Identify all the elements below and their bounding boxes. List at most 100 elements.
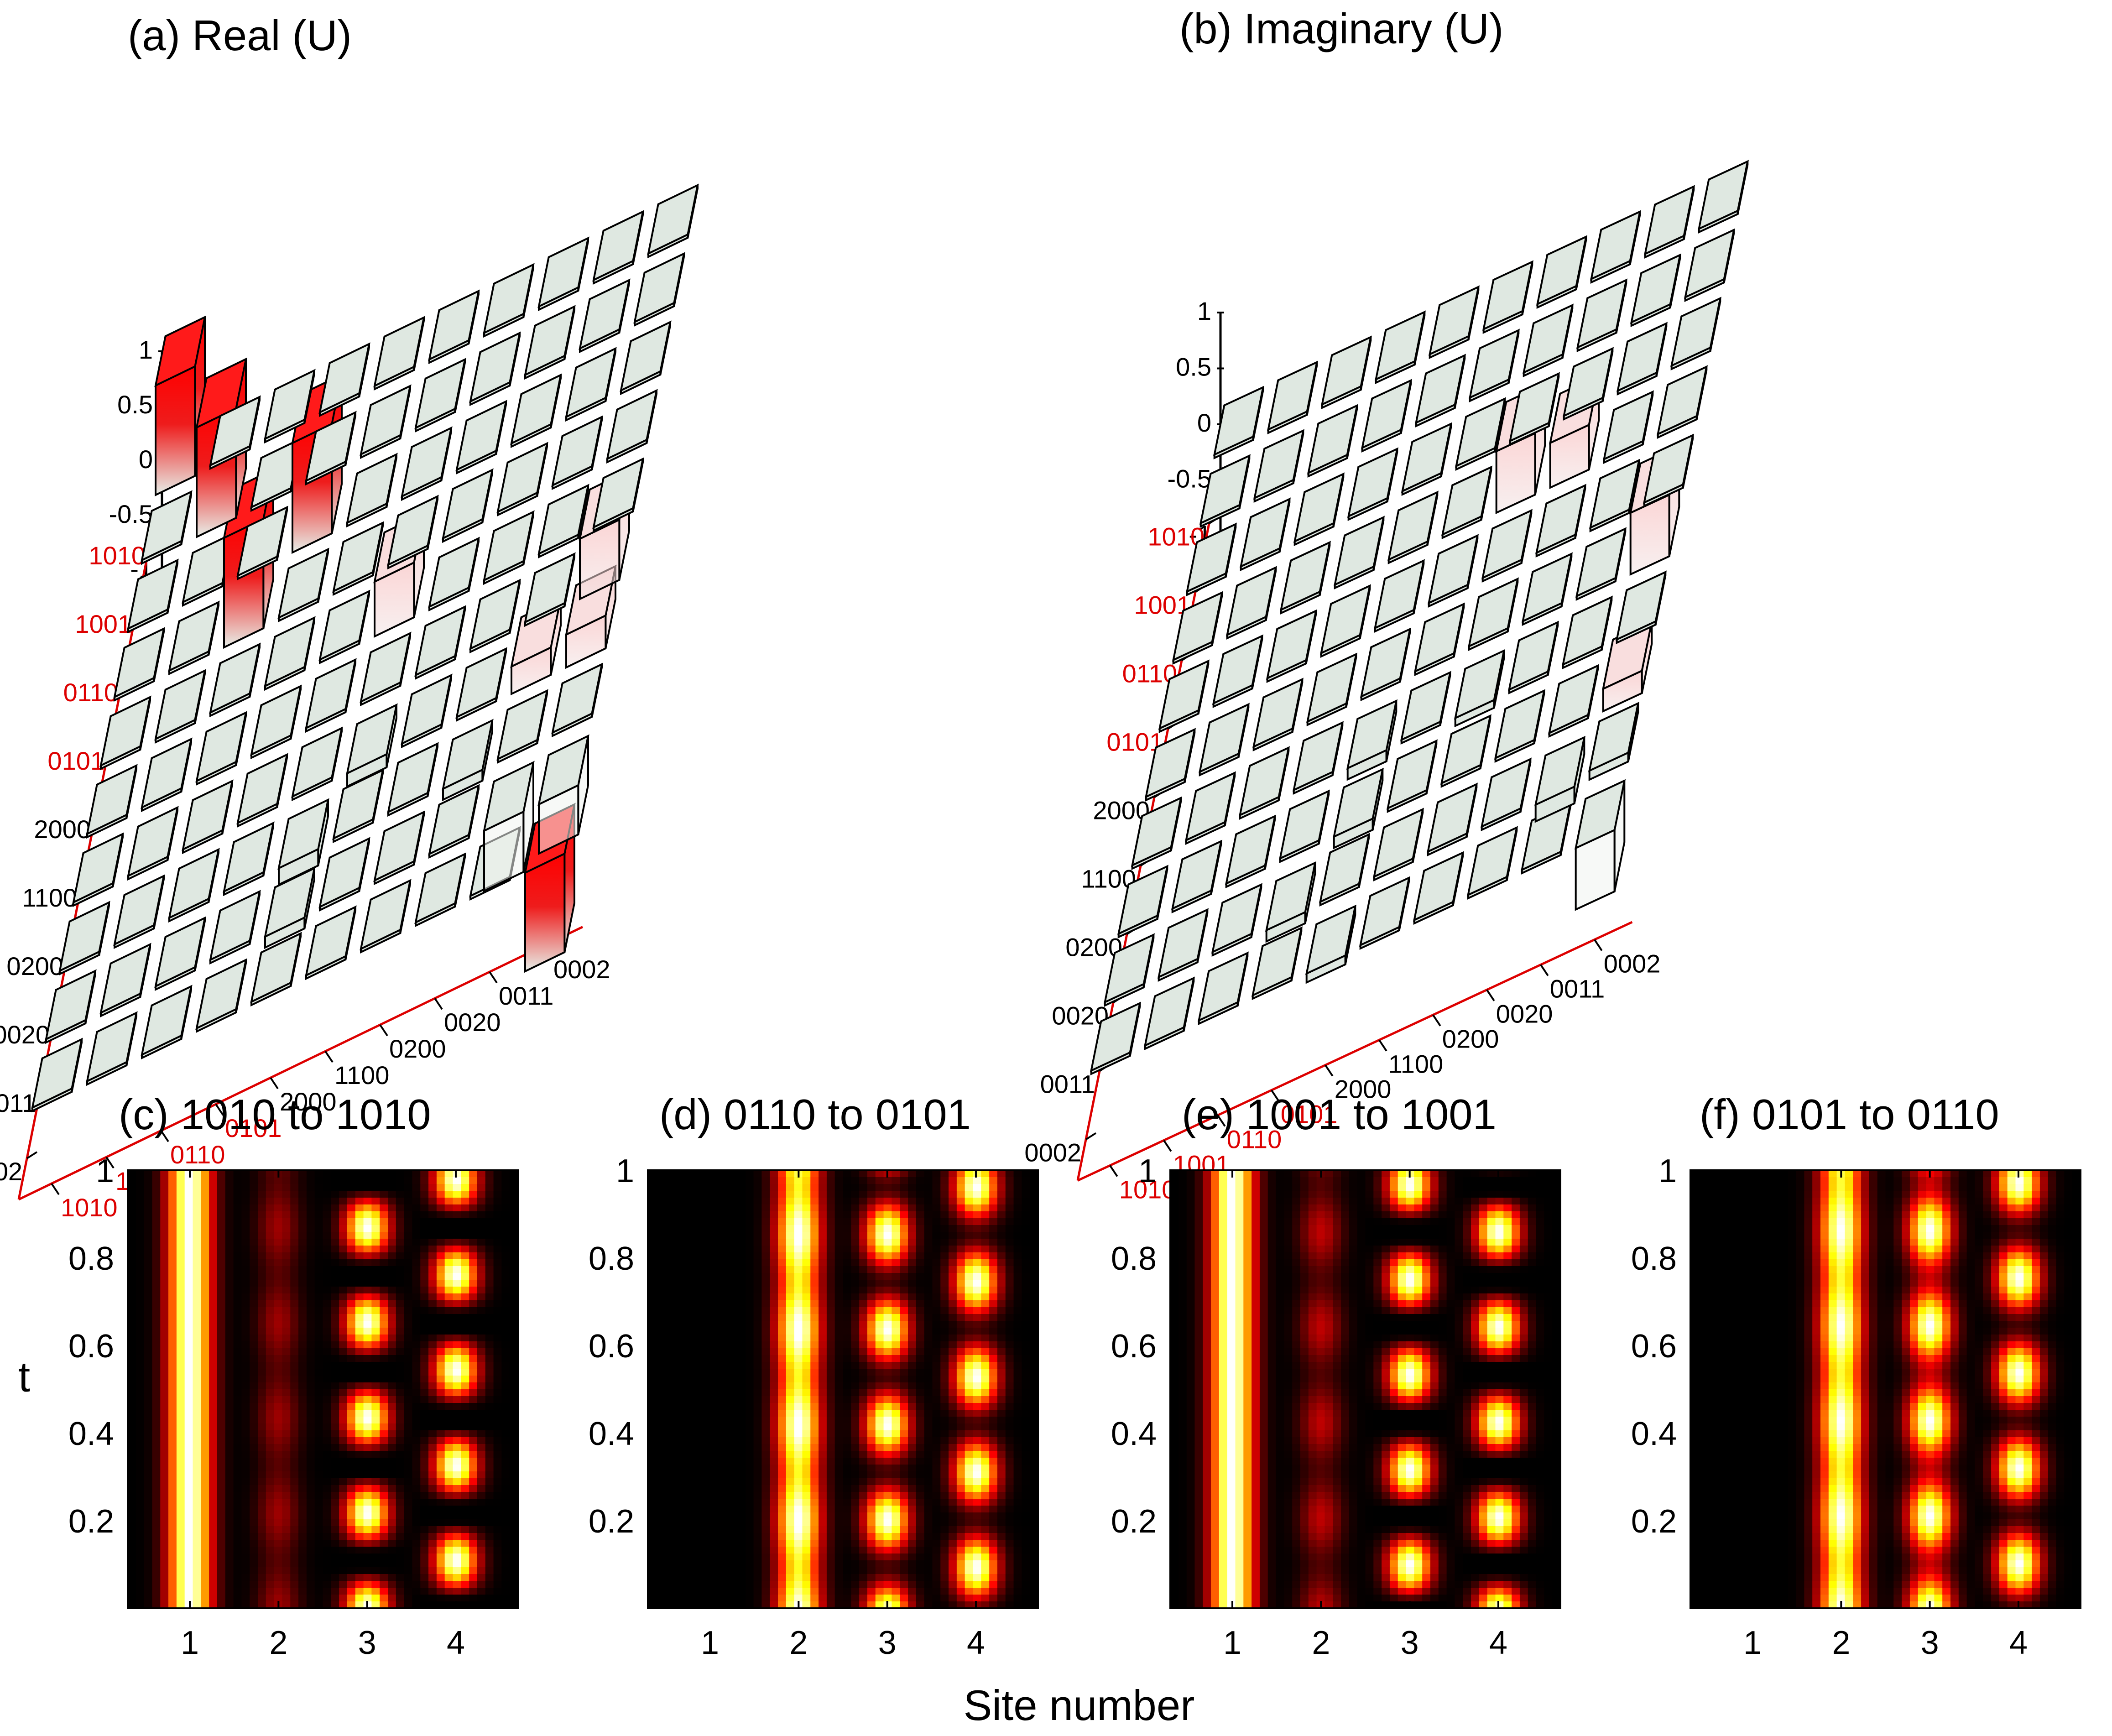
- bar-top: [1225, 814, 1277, 885]
- heatmap-cell: [314, 1588, 323, 1595]
- heatmap-cell: [217, 1280, 226, 1287]
- heatmap-cell: [144, 1540, 153, 1547]
- heatmap-cell: [867, 1198, 876, 1205]
- heatmap-cell: [664, 1246, 673, 1253]
- heatmap-cell: [388, 1478, 396, 1486]
- heatmap-cell: [250, 1423, 258, 1431]
- heatmap-cell: [282, 1519, 291, 1527]
- heatmap-cell: [306, 1335, 315, 1342]
- heatmap-cell: [965, 1211, 974, 1219]
- heatmap-cell: [274, 1492, 283, 1499]
- heatmap-cell: [412, 1170, 421, 1178]
- heatmap-cell: [477, 1314, 486, 1321]
- heatmap-cell: [501, 1328, 510, 1335]
- heatmap-cell: [355, 1458, 364, 1465]
- heatmap-cell: [152, 1465, 161, 1472]
- heatmap-cell: [290, 1389, 299, 1397]
- heatmap-cell: [648, 1232, 657, 1239]
- heatmap-cell: [819, 1239, 827, 1246]
- heatmap-cell: [380, 1177, 388, 1184]
- heatmap-cell: [396, 1444, 405, 1451]
- heatmap-cell: [176, 1458, 185, 1465]
- heatmap-cell: [290, 1547, 299, 1554]
- heatmap-cell: [380, 1314, 388, 1321]
- heatmap-cell: [144, 1177, 153, 1184]
- heatmap-cell: [128, 1225, 136, 1232]
- heatmap-cell: [851, 1170, 860, 1178]
- heatmap-cell: [453, 1335, 462, 1342]
- heatmap-cell: [168, 1328, 177, 1335]
- heatmap-cell: [250, 1533, 258, 1540]
- bar-top: [1144, 728, 1196, 798]
- bar3d: [1131, 796, 1183, 870]
- heatmap-cell: [843, 1266, 852, 1273]
- heatmap-cell: [209, 1574, 218, 1581]
- heatmap-cell: [810, 1266, 819, 1273]
- heatmap-cell: [128, 1328, 136, 1335]
- heatmap-cell: [128, 1239, 136, 1246]
- heatmap-cell: [371, 1465, 380, 1472]
- heatmap-cell: [436, 1533, 445, 1540]
- heatmap-cell: [371, 1328, 380, 1335]
- heatmap-cell: [168, 1266, 177, 1273]
- heatmap-cell: [209, 1376, 218, 1383]
- heatmap-cell: [819, 1198, 827, 1205]
- heatmap-cell: [989, 1273, 998, 1280]
- heatmap-cell: [347, 1259, 356, 1267]
- heatmap-cell: [664, 1293, 673, 1301]
- heatmap-cell: [282, 1232, 291, 1239]
- heatmap-cell: [339, 1246, 348, 1253]
- heatmap-cell: [428, 1335, 437, 1342]
- bar-top: [360, 631, 412, 704]
- heatmap-cell: [404, 1211, 413, 1219]
- heatmap-cell: [696, 1204, 705, 1212]
- heatmap-cell: [412, 1595, 421, 1602]
- heatmap-cell: [469, 1266, 478, 1273]
- heatmap-cell: [428, 1410, 437, 1417]
- heatmap-cell: [989, 1211, 998, 1219]
- heatmap-cell: [306, 1287, 315, 1294]
- heatmap-cell: [956, 1170, 965, 1178]
- heatmap-cell: [404, 1225, 413, 1232]
- heatmap-cell: [331, 1574, 339, 1581]
- bar3d: [332, 768, 384, 844]
- heatmap-cell: [371, 1485, 380, 1492]
- heatmap-cell: [323, 1335, 332, 1342]
- heatmap-cell: [501, 1588, 510, 1595]
- heatmap-cell: [347, 1376, 356, 1383]
- heatmap-cell: [250, 1191, 258, 1198]
- heatmap-cell: [388, 1300, 396, 1308]
- heatmap-cell: [493, 1348, 502, 1355]
- heatmap-cell: [298, 1554, 307, 1561]
- heatmap-cell: [201, 1191, 209, 1198]
- heatmap-cell: [420, 1554, 429, 1561]
- heatmap-cell: [298, 1526, 307, 1533]
- heatmap-cell: [266, 1280, 275, 1287]
- heatmap-cell: [388, 1581, 396, 1588]
- heatmap-cell: [753, 1191, 762, 1198]
- heatmap-cell: [477, 1321, 486, 1328]
- heatmap-cell: [128, 1191, 136, 1198]
- heatmap-cell: [152, 1348, 161, 1355]
- heatmap-cell: [924, 1191, 933, 1198]
- heatmap-cell: [209, 1533, 218, 1540]
- heatmap-cell: [290, 1362, 299, 1369]
- heatmap-cell: [176, 1177, 185, 1184]
- heatmap-cell: [900, 1198, 908, 1205]
- heatmap-cell: [168, 1232, 177, 1239]
- heatmap-cell: [363, 1382, 372, 1390]
- heatmap-cell: [380, 1465, 388, 1472]
- heatmap-cell: [461, 1348, 469, 1355]
- heatmap-cell: [981, 1184, 990, 1191]
- heatmap-cell: [753, 1170, 762, 1178]
- heatmap-cell: [258, 1595, 266, 1602]
- col-tick-label: 1100: [334, 1061, 389, 1090]
- heatmap-cell: [436, 1451, 445, 1458]
- heatmap-cell: [688, 1232, 697, 1239]
- heatmap-cell: [949, 1232, 957, 1239]
- heatmap-cell: [339, 1499, 348, 1506]
- col-tick-mark: [379, 1024, 388, 1037]
- heatmap-cell: [201, 1574, 209, 1581]
- bar-top: [1588, 702, 1640, 772]
- heatmap-cell: [420, 1389, 429, 1397]
